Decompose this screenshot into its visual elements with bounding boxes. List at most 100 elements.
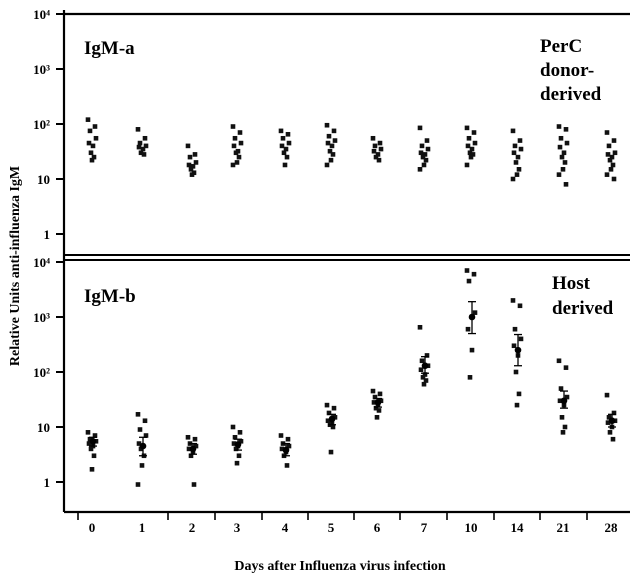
data-point	[185, 143, 191, 149]
data-point	[231, 441, 237, 446]
data-point	[373, 154, 379, 160]
data-point	[469, 146, 475, 152]
data-point	[557, 398, 563, 404]
data-point	[136, 441, 142, 446]
annotation-top-line3: derived	[540, 84, 602, 105]
data-point	[375, 152, 381, 157]
data-point	[327, 148, 333, 154]
data-point	[376, 408, 382, 413]
data-point	[607, 430, 613, 435]
data-point	[370, 388, 376, 394]
data-point	[279, 446, 285, 452]
panel-label-top: IgM-a	[84, 38, 135, 59]
x-tick-label: 1	[139, 520, 146, 535]
data-point	[468, 154, 474, 160]
data-point	[419, 358, 425, 364]
data-point	[281, 150, 287, 156]
x-tick-label: 6	[374, 520, 381, 535]
data-point	[605, 420, 611, 425]
data-point	[234, 160, 240, 165]
data-point	[559, 415, 565, 420]
data-point	[286, 443, 292, 449]
x-tick-label: 21	[557, 520, 570, 535]
data-point	[472, 140, 478, 146]
data-point	[376, 157, 382, 163]
data-point	[556, 358, 562, 364]
axes-frame	[62, 10, 630, 514]
data-point	[378, 146, 384, 152]
data-point	[611, 138, 617, 143]
x-tick-label: 7	[421, 520, 428, 535]
data-point	[421, 162, 427, 168]
data-point	[511, 343, 517, 349]
data-point	[607, 157, 613, 163]
data-point	[371, 148, 377, 154]
data-point	[142, 135, 148, 141]
data-point	[326, 410, 332, 416]
data-point	[141, 152, 147, 157]
data-point	[606, 415, 612, 420]
data-point	[422, 372, 428, 377]
mean-marker	[234, 441, 242, 448]
mean-marker	[189, 445, 197, 453]
data-point	[470, 152, 476, 157]
data-point	[514, 402, 520, 408]
data-point	[230, 162, 236, 168]
data-point	[324, 162, 330, 168]
data-point	[238, 438, 244, 444]
data-point	[139, 463, 145, 468]
data-point	[89, 467, 95, 472]
data-point	[564, 394, 570, 400]
data-point	[608, 167, 614, 172]
data-point	[332, 415, 338, 420]
data-point	[604, 392, 610, 398]
data-point	[511, 150, 517, 156]
data-point	[612, 150, 618, 156]
annotation-bottom-line2: derived	[552, 298, 614, 319]
data-point	[417, 167, 423, 172]
data-point	[564, 140, 570, 146]
data-point	[230, 124, 236, 129]
annotation-top-line2: donor-	[540, 60, 594, 81]
data-point	[330, 424, 336, 430]
data-point	[236, 154, 242, 160]
data-point	[186, 162, 192, 168]
data-point	[324, 122, 330, 128]
data-point	[556, 124, 562, 129]
data-point	[465, 326, 471, 332]
data-point	[328, 157, 334, 163]
data-point	[422, 152, 428, 157]
data-point	[143, 143, 149, 149]
data-point	[329, 143, 335, 149]
data-point	[88, 150, 94, 156]
x-tick-label: 5	[328, 520, 335, 535]
data-point	[193, 443, 199, 449]
data-point	[90, 143, 96, 149]
data-point	[143, 433, 149, 438]
data-point	[85, 117, 91, 122]
data-point	[93, 135, 99, 141]
x-tick-label: 14	[511, 520, 525, 535]
data-point	[86, 140, 92, 146]
data-point	[464, 162, 470, 168]
data-point	[611, 176, 617, 182]
y-tick-label: 1	[44, 227, 51, 242]
mean-marker	[560, 397, 568, 405]
data-point	[467, 375, 473, 380]
data-point	[464, 268, 470, 273]
data-point	[604, 130, 610, 135]
x-axis-title: Days after Influenza virus infection	[234, 559, 445, 574]
x-tick-label: 10	[465, 520, 478, 535]
points-bottom-panel	[85, 268, 618, 487]
data-point	[91, 154, 97, 160]
data-point	[556, 172, 562, 177]
data-point	[138, 446, 144, 452]
data-point	[377, 391, 383, 397]
data-point	[92, 124, 98, 129]
data-point	[423, 157, 429, 163]
panel-label-bottom: IgM-b	[84, 286, 136, 307]
data-point	[135, 127, 141, 132]
x-tick-label: 4	[282, 520, 289, 535]
data-point	[238, 140, 244, 146]
